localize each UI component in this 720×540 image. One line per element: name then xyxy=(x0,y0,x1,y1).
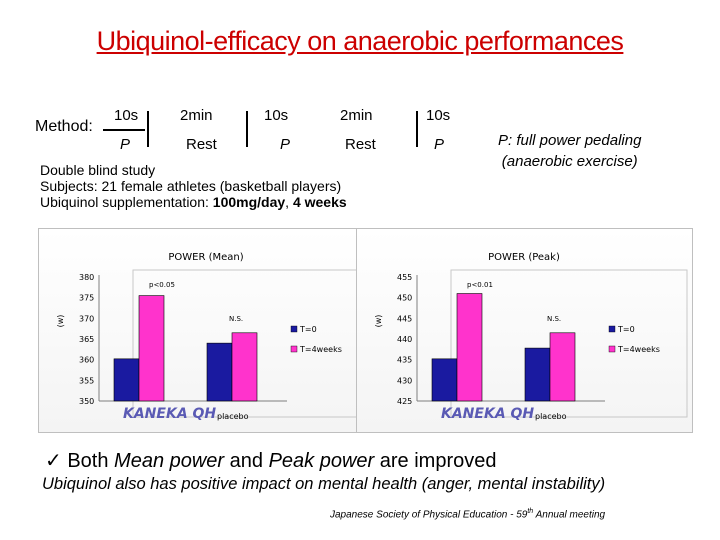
y-axis-label: (w) xyxy=(56,315,65,328)
mental-health-note: Ubiquinol also has positive impact on me… xyxy=(42,475,606,493)
chart-peak-frame: POWER (Peak) (w) 455 450 445 440 435 430 425 p<0.… xyxy=(356,228,693,433)
step-1-duration: 10s xyxy=(114,107,139,124)
plot-border xyxy=(450,269,688,418)
step-2-label: Rest xyxy=(186,136,217,153)
legend-swatch xyxy=(290,345,298,353)
conclusion: ✓ Both Mean power and Peak power are imp… xyxy=(45,448,496,473)
conclusion-mid: and xyxy=(224,450,269,472)
y-tick-label: 455 xyxy=(397,273,412,282)
bar-t4weeks-0 xyxy=(138,295,165,402)
bar-t0-0 xyxy=(113,358,140,402)
significance-label: p<0.01 xyxy=(467,281,493,289)
y-tick-label: 365 xyxy=(79,335,94,344)
duration-value: 4 weeks xyxy=(292,194,347,210)
chart-mean-frame: POWER (Mean) (w) 380 375 370 365 360 355 350 p<0.… xyxy=(38,228,375,433)
step-3-duration: 10s xyxy=(264,107,289,124)
step-2-duration: 2min xyxy=(180,107,213,124)
slide-title: Ubiquinol-efficacy on anaerobic performa… xyxy=(96,26,624,56)
protocol-line xyxy=(103,129,145,131)
y-axis-label: (w) xyxy=(374,315,383,328)
method-label: Method: xyxy=(35,118,93,135)
ns-label: N.S. xyxy=(547,315,561,323)
chart-title: POWER (Mean) xyxy=(168,252,243,263)
bar-t4weeks-1 xyxy=(549,332,576,402)
group-label: placebo xyxy=(217,412,249,421)
y-tick-label: 425 xyxy=(397,397,412,406)
reference-sup: th xyxy=(527,508,534,515)
kaneka-qh-logo: KANEKA QH xyxy=(123,406,216,422)
legend-swatch xyxy=(608,345,616,353)
reference-post: Annual meeting xyxy=(533,509,606,521)
conclusion-post: are improved xyxy=(374,450,497,472)
y-tick-label: 445 xyxy=(397,314,412,323)
conclusion-peak: Peak power xyxy=(268,450,375,472)
legend-label: T=0 xyxy=(299,325,317,334)
reference-text: Japanese Society of Physical Education -… xyxy=(330,509,528,521)
dose-value: 100mg/day xyxy=(212,194,286,210)
bar-t4weeks-1 xyxy=(231,332,258,402)
conclusion-mean: Mean power xyxy=(114,450,225,472)
protocol-divider xyxy=(246,111,248,147)
chart-title: POWER (Peak) xyxy=(488,252,560,263)
note-line-2: (anaerobic exercise) xyxy=(501,153,638,170)
y-tick-label: 435 xyxy=(397,356,412,365)
y-tick-label: 430 xyxy=(397,376,412,385)
y-tick-label: 380 xyxy=(79,273,94,282)
y-tick-label: 440 xyxy=(397,335,412,344)
protocol-divider xyxy=(147,111,149,147)
check-icon: ✓ xyxy=(45,450,62,472)
group-label: placebo xyxy=(535,412,567,421)
step-4-duration: 2min xyxy=(340,107,373,124)
step-3-label: P xyxy=(280,136,291,153)
y-tick-label: 360 xyxy=(79,356,94,365)
supplementation-label: Ubiquinol supplementation: xyxy=(40,194,213,210)
legend-label: T=4weeks xyxy=(299,345,342,354)
bar-t4weeks-0 xyxy=(456,293,483,402)
legend-label: T=4weeks xyxy=(617,345,660,354)
note-line-1: P: full power pedaling xyxy=(498,132,642,149)
bar-t0-1 xyxy=(524,347,551,402)
y-tick-label: 370 xyxy=(79,314,94,323)
step-1-label: P xyxy=(120,136,131,153)
step-5-label: P xyxy=(434,136,445,153)
significance-label: p<0.05 xyxy=(149,281,175,289)
y-tick-label: 350 xyxy=(79,397,94,406)
bar-t0-1 xyxy=(206,342,233,402)
bar-t0-0 xyxy=(431,358,458,402)
study-subjects: Subjects: 21 female athletes (basketball… xyxy=(40,178,342,194)
step-4-label: Rest xyxy=(345,136,376,153)
legend-swatch xyxy=(608,325,616,333)
y-tick-label: 450 xyxy=(397,294,412,303)
y-tick-label: 375 xyxy=(79,294,94,303)
reference: Japanese Society of Physical Education -… xyxy=(330,508,605,520)
protocol-divider xyxy=(416,111,418,147)
study-info: Double blind study Subjects: 21 female a… xyxy=(40,162,347,210)
study-supplementation: Ubiquinol supplementation: 100mg/day, 4 … xyxy=(40,194,347,210)
study-design: Double blind study xyxy=(40,162,156,178)
kaneka-qh-logo: KANEKA QH xyxy=(441,406,534,422)
supplementation-sep: , xyxy=(285,194,293,210)
conclusion-pre: Both xyxy=(67,450,115,472)
legend-label: T=0 xyxy=(617,325,635,334)
protocol-note: P: full power pedaling (anaerobic exerci… xyxy=(498,130,641,172)
chart-power-mean: POWER (Mean) (w) 380 375 370 365 360 355 350 p<0.… xyxy=(56,252,370,422)
legend-swatch xyxy=(290,325,298,333)
chart-power-peak: POWER (Peak) (w) 455 450 445 440 435 430 425 p<0.… xyxy=(374,252,688,422)
y-tick-label: 355 xyxy=(79,376,94,385)
step-5-duration: 10s xyxy=(426,107,451,124)
ns-label: N.S. xyxy=(229,315,243,323)
